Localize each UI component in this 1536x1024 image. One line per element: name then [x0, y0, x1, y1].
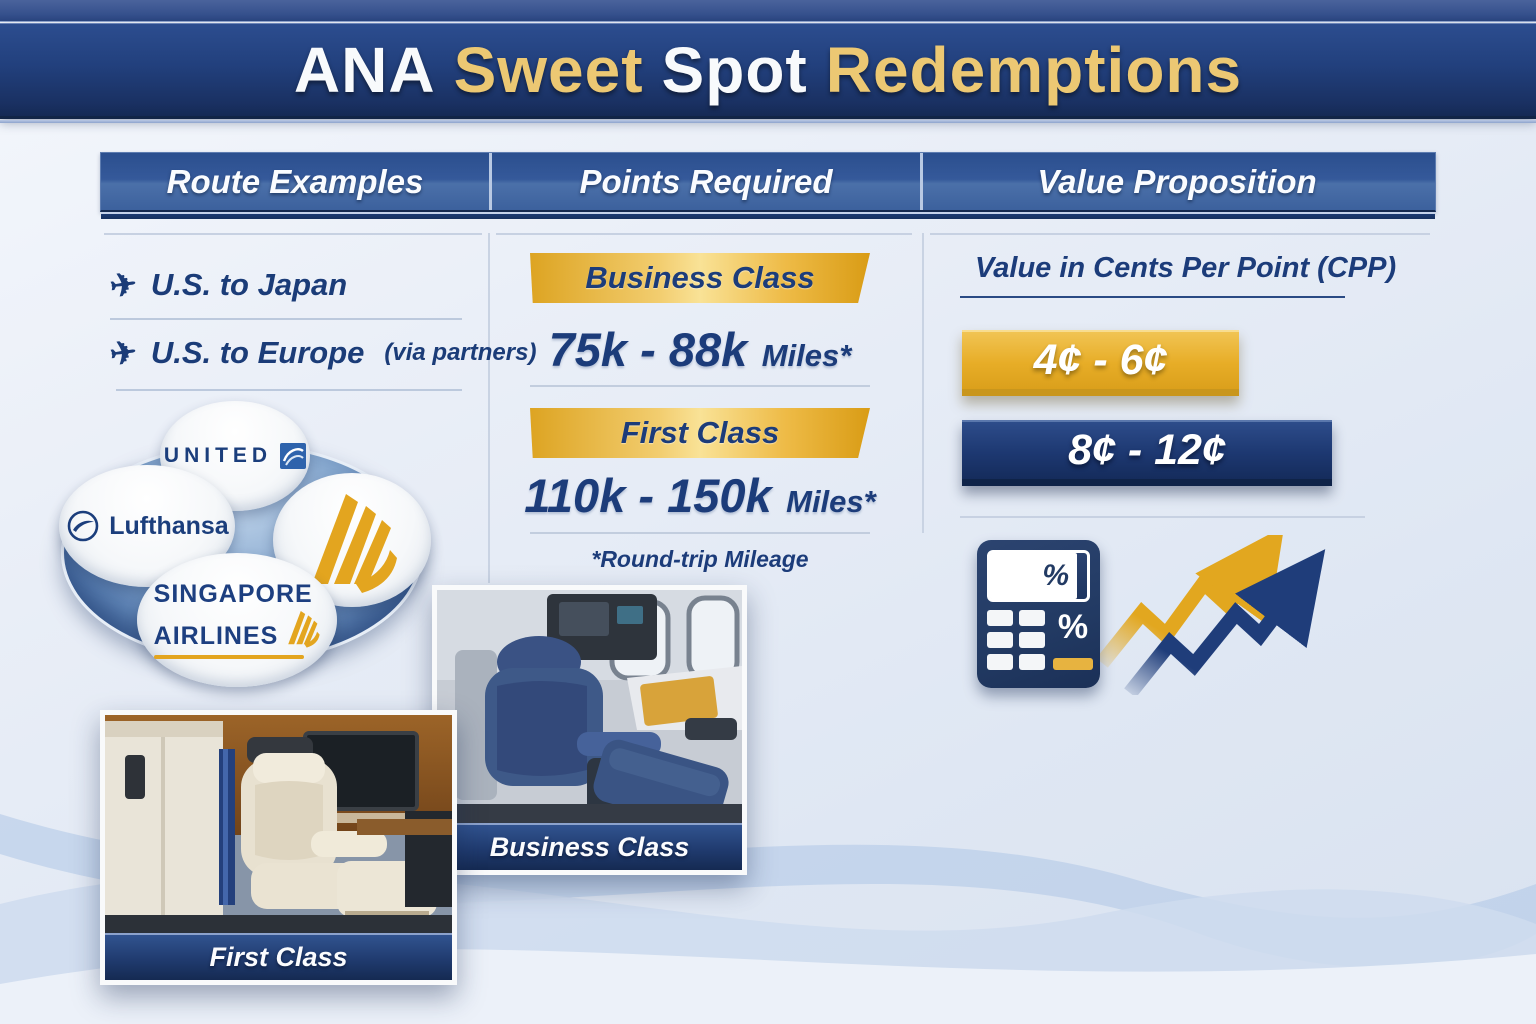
- column-header-points-required: Points Required: [489, 153, 923, 210]
- calculator-key: [987, 610, 1013, 626]
- column-divider-2: [922, 233, 924, 533]
- route-label: U.S. to Europe: [150, 335, 365, 370]
- airplane-icon: ✈: [107, 333, 140, 373]
- growth-arrow-gold-icon: [1100, 535, 1285, 668]
- business-class-photo-caption: Business Class: [437, 823, 742, 870]
- points-divider: [530, 385, 870, 387]
- singapore-airlines-underline: [153, 655, 304, 660]
- value-divider: [960, 516, 1365, 518]
- business-miles-range: 75k - 88k: [548, 323, 748, 376]
- route-divider: [116, 389, 462, 391]
- title-word-spot: Spot: [661, 34, 808, 106]
- first-miles-unit: Miles*: [786, 484, 876, 519]
- column-header-route-examples: Route Examples: [166, 162, 424, 200]
- airplane-icon: ✈: [107, 265, 140, 305]
- title-word-redemptions: Redemptions: [825, 34, 1243, 106]
- cpp-heading: Value in Cents Per Point (CPP): [975, 252, 1397, 284]
- column-header-value-proposition: Value Proposition: [1037, 162, 1317, 200]
- mileage-footnote: *Round-trip Mileage: [591, 546, 809, 572]
- route-item-us-japan: ✈ U.S. to Japan: [107, 265, 348, 305]
- business-class-photo: Business Class: [432, 585, 747, 875]
- first-class-photo: First Class: [100, 710, 457, 985]
- business-class-banner-label: Business Class: [585, 260, 815, 295]
- united-logo-text: UNITED: [163, 444, 273, 467]
- calculator-key: [1019, 654, 1045, 670]
- page-title: ANA Sweet Spot Redemptions: [285, 33, 1251, 107]
- growth-arrows-icon: [1100, 535, 1326, 695]
- first-class-miles: 110k - 150k Miles*: [490, 468, 910, 523]
- title-banner: ANA Sweet Spot Redemptions: [0, 23, 1536, 123]
- business-class-seat-illustration: [437, 590, 742, 830]
- calculator-key: [987, 632, 1013, 648]
- lufthansa-crane-icon: [67, 510, 99, 542]
- column2-top-rule: [496, 233, 912, 235]
- column3-top-rule: [930, 233, 1430, 235]
- cpp-gold-bar: 4¢ - 6¢: [962, 330, 1239, 396]
- airline-logos-cluster: UNITED Lufthansa: [55, 395, 435, 710]
- cpp-navy-bar: 8¢ - 12¢: [962, 420, 1332, 486]
- points-divider: [530, 532, 870, 534]
- route-label: U.S. to Japan: [150, 267, 348, 302]
- calculator-key: [1019, 632, 1045, 648]
- growth-arrow-navy-icon: [1124, 549, 1326, 695]
- calculator-gold-key: [1053, 658, 1093, 670]
- singapore-airlines-text-line2: AIRLINES: [153, 621, 279, 650]
- first-class-banner: First Class: [530, 408, 870, 458]
- route-divider: [110, 318, 462, 320]
- top-edge-strip: [0, 0, 1536, 22]
- calculator-key: [987, 654, 1013, 670]
- route-suffix: (via partners): [384, 339, 537, 366]
- lufthansa-logo: Lufthansa: [59, 465, 235, 587]
- cpp-navy-range: 8¢ - 12¢: [1068, 426, 1226, 474]
- calculator-key: [1019, 610, 1045, 626]
- first-class-seat-illustration: [105, 715, 452, 936]
- singapore-airlines-logo: SINGAPORE AIRLINES: [137, 553, 337, 687]
- singapore-airlines-text-line1: SINGAPORE: [153, 579, 313, 608]
- singapore-bird-small-icon: [288, 611, 320, 648]
- column-header-bar: Route Examples Points Required Value Pro…: [100, 152, 1436, 219]
- column-divider-1: [488, 233, 490, 583]
- cpp-gold-range: 4¢ - 6¢: [1033, 336, 1168, 384]
- percent-icon: %: [1057, 608, 1089, 646]
- singapore-bird-icon: [312, 494, 397, 593]
- calculator-keys: [987, 610, 1045, 670]
- business-miles-unit: Miles*: [761, 338, 852, 373]
- column1-top-rule: [104, 233, 482, 235]
- calculator-icon: % %: [977, 540, 1100, 688]
- business-class-banner: Business Class: [530, 253, 870, 303]
- united-globe-icon: [280, 443, 307, 469]
- title-word-sweet: Sweet: [453, 34, 644, 106]
- business-class-miles: 75k - 88k Miles*: [490, 322, 910, 377]
- cpp-heading-underline: [960, 296, 1345, 298]
- route-item-us-europe: ✈ U.S. to Europe (via partners): [107, 333, 537, 373]
- first-miles-range: 110k - 150k: [524, 469, 772, 522]
- first-class-banner-label: First Class: [620, 415, 780, 450]
- first-class-photo-caption: First Class: [105, 933, 452, 980]
- title-word-ana: ANA: [293, 34, 436, 106]
- calculator-screen-percent: %: [1042, 559, 1069, 592]
- lufthansa-logo-text: Lufthansa: [109, 511, 229, 540]
- calculator-screen: %: [987, 550, 1090, 602]
